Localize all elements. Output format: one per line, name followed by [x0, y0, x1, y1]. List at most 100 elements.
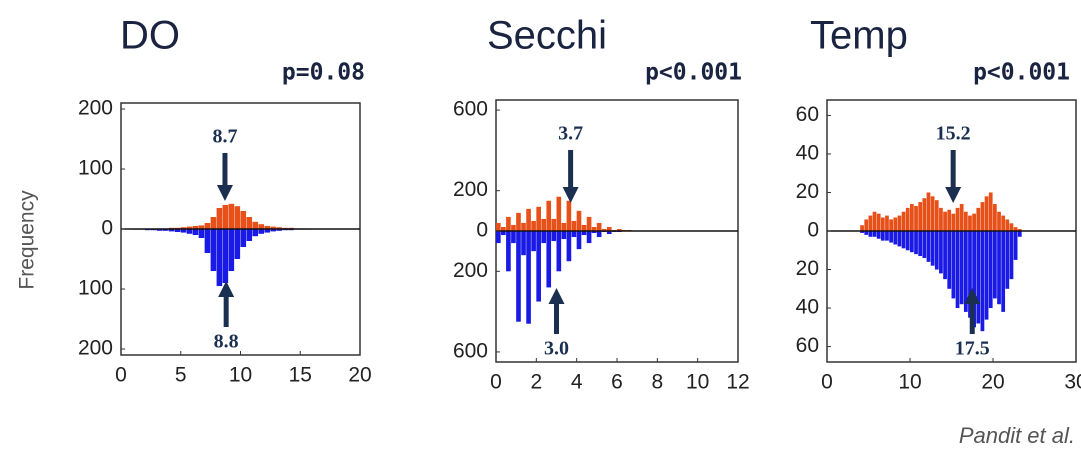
histogram-bar	[943, 211, 947, 231]
histogram-bar	[258, 224, 264, 229]
y-tick-label: 0	[807, 219, 819, 242]
histogram-bar	[601, 228, 607, 231]
panel-title: DO	[120, 14, 180, 58]
histogram-bar	[606, 226, 612, 231]
histogram-bar	[955, 231, 960, 309]
histogram-bar	[980, 202, 985, 231]
histogram-bar	[910, 231, 914, 253]
histogram-bar	[240, 229, 247, 247]
histogram-bar	[1013, 231, 1018, 260]
histogram-bar	[947, 231, 952, 289]
histogram-bar	[596, 222, 602, 231]
histogram-bar	[1013, 227, 1018, 231]
histogram-bar	[204, 229, 211, 253]
histogram-bar	[526, 231, 531, 324]
histogram-bar	[561, 231, 567, 240]
y-tick-label: 200	[453, 259, 488, 282]
histogram-bar	[596, 231, 602, 238]
histogram-bar	[222, 205, 229, 229]
histogram-bar	[897, 215, 902, 231]
histogram-bar	[216, 229, 223, 286]
histogram-bar	[168, 229, 175, 232]
histogram-bar	[521, 222, 526, 231]
histogram-bar	[536, 231, 541, 302]
p-value: p=0.08	[282, 60, 365, 86]
histogram-bar	[531, 220, 536, 231]
x-tick-label: 12	[726, 371, 749, 394]
histogram-bar	[566, 231, 572, 262]
histogram-bar	[939, 207, 943, 231]
histogram-bar	[976, 207, 981, 231]
y-tick-label: 200	[78, 337, 113, 360]
histogram-bar	[581, 224, 587, 231]
histogram-bar	[947, 209, 952, 231]
histogram-bar	[976, 231, 981, 324]
histogram-bar	[617, 228, 622, 231]
x-tick-label: 4	[571, 371, 583, 394]
histogram-bar	[270, 226, 276, 229]
arrow-head	[216, 185, 233, 201]
histogram-bar	[963, 231, 968, 312]
histogram-bar	[876, 231, 881, 239]
x-tick-label: 0	[490, 371, 502, 394]
arrow-head	[945, 187, 962, 203]
credit: Pandit et al.	[959, 423, 1075, 448]
histogram-bar	[885, 231, 889, 241]
histogram-bar	[872, 231, 877, 237]
histogram-bar	[576, 231, 582, 250]
histogram-bar	[864, 219, 869, 231]
histogram-bar	[496, 231, 501, 244]
histogram-bar	[1009, 231, 1014, 280]
histogram-bar	[531, 231, 536, 252]
arrow-head	[548, 288, 565, 304]
histogram-bar	[922, 198, 927, 231]
histogram-bar	[922, 231, 927, 258]
histogram-bar	[993, 231, 997, 299]
x-tick-label: 20	[981, 371, 1004, 394]
histogram-bar	[997, 231, 1001, 305]
histogram-bar	[511, 231, 516, 244]
histogram-bar	[536, 206, 541, 231]
y-tick-label: 600	[453, 98, 488, 121]
histogram-bar	[914, 231, 918, 255]
histogram-bar	[276, 229, 282, 231]
histogram-bar	[556, 196, 562, 231]
histogram-bar	[180, 229, 187, 233]
histogram-bar	[889, 219, 893, 231]
histogram-bar	[876, 213, 881, 231]
mean-label: 8.8	[214, 331, 239, 353]
histogram-bar	[972, 231, 976, 328]
y-tick-label: 60	[796, 103, 819, 126]
histogram-bar	[501, 231, 506, 236]
mean-label: 3.0	[544, 338, 569, 360]
histogram-bar	[997, 211, 1001, 231]
histogram-bar	[561, 222, 567, 231]
histogram-bar	[571, 231, 577, 238]
histogram-bar	[1005, 219, 1010, 231]
x-tick-label: 6	[611, 371, 623, 394]
y-tick-label: 60	[796, 334, 819, 357]
histogram-bar	[943, 231, 947, 280]
histogram-bar	[222, 229, 229, 283]
histogram-bar	[252, 221, 259, 229]
panel-title: Temp	[810, 14, 908, 58]
histogram-bar	[910, 204, 914, 231]
histogram-bar	[264, 229, 270, 233]
histogram-bar	[889, 231, 893, 243]
histogram-bar	[228, 229, 235, 271]
y-tick-label: 40	[796, 296, 819, 319]
histogram-bar	[963, 211, 968, 231]
x-tick-label: 10	[686, 371, 709, 394]
histogram-bar	[893, 217, 898, 231]
histogram-bar	[246, 229, 253, 241]
histogram-bar	[880, 217, 885, 231]
histogram-bar	[571, 220, 577, 231]
histogram-bar	[192, 229, 199, 235]
histogram-bar	[984, 231, 989, 320]
histogram-bar	[955, 207, 960, 231]
histogram-bar	[511, 224, 516, 231]
x-tick-label: 15	[289, 364, 312, 387]
histogram-bar	[551, 231, 557, 242]
histogram-bar	[860, 231, 864, 233]
y-tick-label: 100	[78, 157, 113, 180]
